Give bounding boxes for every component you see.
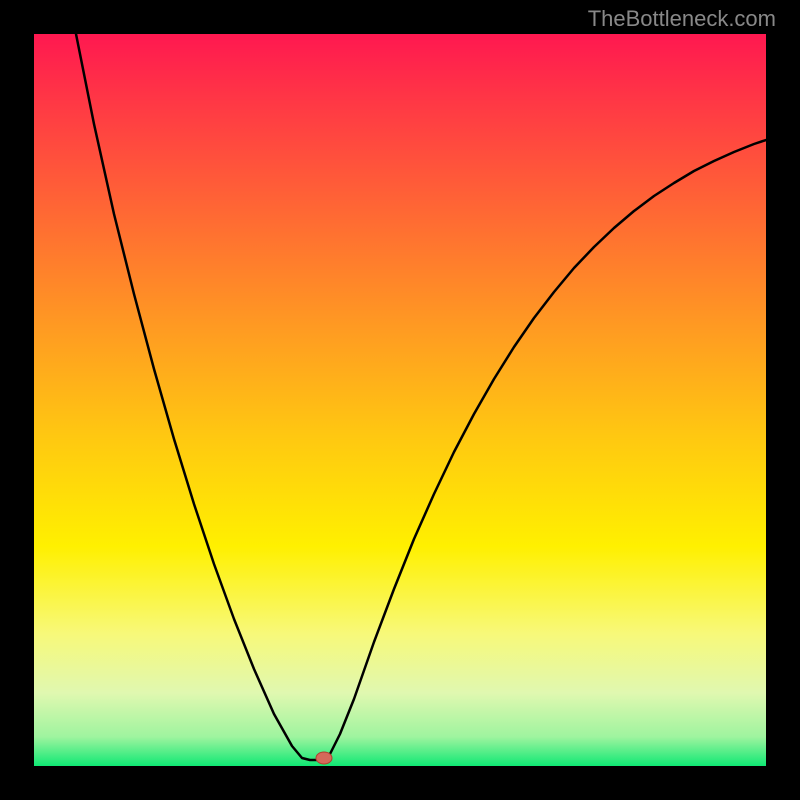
chart-frame: TheBottleneck.com: [0, 0, 800, 800]
watermark-text: TheBottleneck.com: [588, 6, 776, 32]
optimal-point-marker: [316, 752, 332, 764]
gradient-background: [34, 34, 766, 766]
bottleneck-curve-plot: [0, 0, 800, 800]
